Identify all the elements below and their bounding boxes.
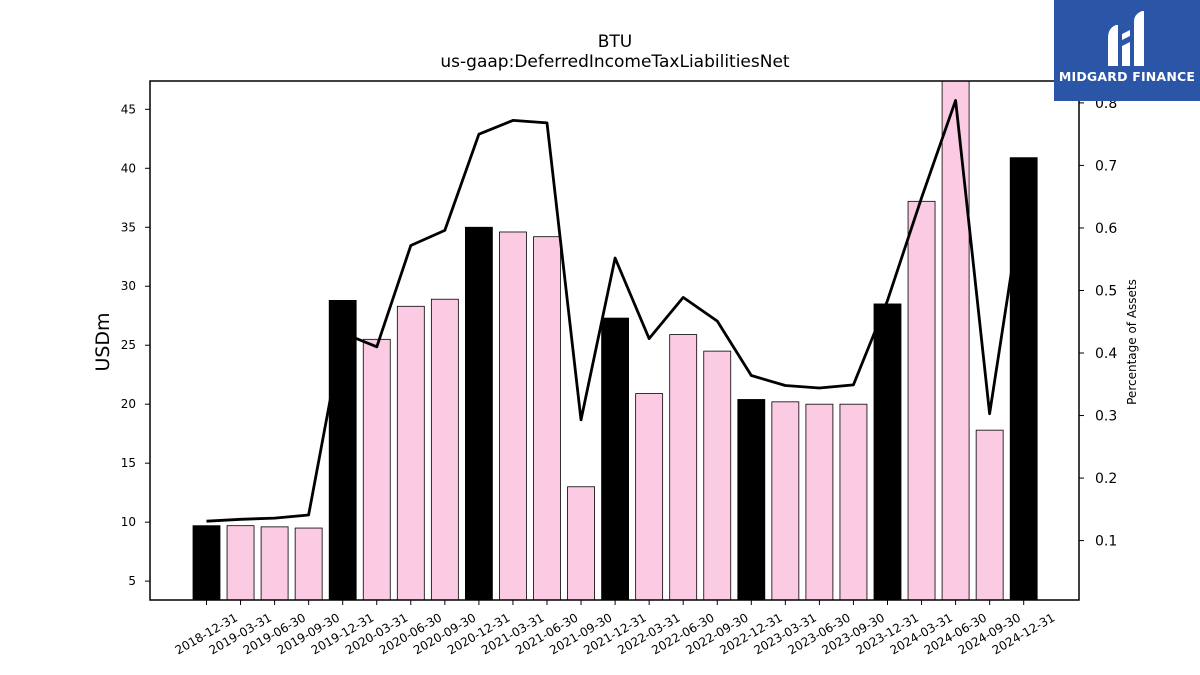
y2-tick-label: 0.1 [1095, 534, 1117, 550]
y2-tick-label: 0.4 [1095, 346, 1117, 362]
y-tick-label: 30 [121, 279, 136, 293]
chart-title: BTU [597, 32, 633, 52]
x-axis: 2018-12-312019-03-312019-06-302019-09-30… [173, 600, 1057, 657]
bar-2018-12-31 [192, 525, 221, 601]
plot-frame [149, 80, 1080, 601]
bar-2022-09-30 [703, 350, 732, 601]
y2-axis-label: Percentage of Assets [1125, 279, 1139, 405]
bar-2020-03-31 [362, 338, 391, 601]
y-tick-label: 10 [121, 515, 136, 529]
bar-2022-03-31 [635, 393, 664, 601]
line-series [206, 99, 1026, 523]
bar-2021-03-31 [499, 231, 527, 601]
bar-2023-03-31 [771, 401, 800, 601]
logo-mark-icon [1108, 11, 1144, 66]
bar-2024-12-31 [1009, 157, 1038, 601]
bar-2019-09-30 [294, 527, 323, 601]
y-tick-label: 35 [121, 220, 136, 234]
y2-tick-label: 0.3 [1095, 409, 1117, 425]
bar-2021-09-30 [567, 486, 595, 601]
bar-series [192, 80, 1038, 601]
percentage-line [206, 99, 1026, 523]
left-y-axis: 5 10 15 20 25 30 35 40 45 [121, 102, 150, 588]
bar-2024-06-30 [941, 80, 970, 601]
bar-2022-06-30 [669, 334, 698, 601]
y2-tick-label: 0.2 [1095, 471, 1117, 487]
bar-2020-12-31 [464, 226, 493, 601]
right-y-axis: 0.10.20.30.40.50.60.70.8 [1079, 96, 1117, 550]
bar-2022-12-31 [737, 399, 766, 601]
y-tick-label: 15 [121, 456, 136, 470]
logo-text: MIDGARD FINANCE [1058, 69, 1196, 84]
y-tick-label: 20 [121, 397, 136, 411]
y-axis-label: USDm [92, 312, 114, 371]
bar-2023-06-30 [805, 403, 834, 601]
bar-2019-12-31 [328, 299, 357, 601]
bar-2019-03-31 [226, 525, 255, 601]
bar-2024-09-30 [975, 429, 1004, 601]
y2-tick-label: 0.6 [1095, 221, 1117, 237]
y-tick-label: 45 [121, 102, 136, 116]
bar-2024-03-31 [907, 200, 936, 601]
bar-2021-12-31 [601, 317, 629, 601]
bar-2023-09-30 [839, 403, 868, 601]
bar-2023-12-31 [873, 303, 902, 601]
y-tick-label: 25 [121, 338, 136, 352]
y-tick-label: 40 [121, 161, 136, 175]
bar-2019-06-30 [260, 526, 289, 601]
y-tick-label: 5 [128, 574, 136, 588]
y2-tick-label: 0.5 [1095, 283, 1117, 299]
bar-2020-06-30 [396, 305, 425, 601]
chart-subtitle: us-gaap:DeferredIncomeTaxLiabilitiesNet [440, 52, 790, 72]
y2-tick-label: 0.7 [1095, 158, 1117, 174]
bar-2020-09-30 [430, 298, 459, 601]
bar-2021-06-30 [533, 236, 561, 601]
logo: MIDGARD FINANCE [1054, 0, 1200, 101]
